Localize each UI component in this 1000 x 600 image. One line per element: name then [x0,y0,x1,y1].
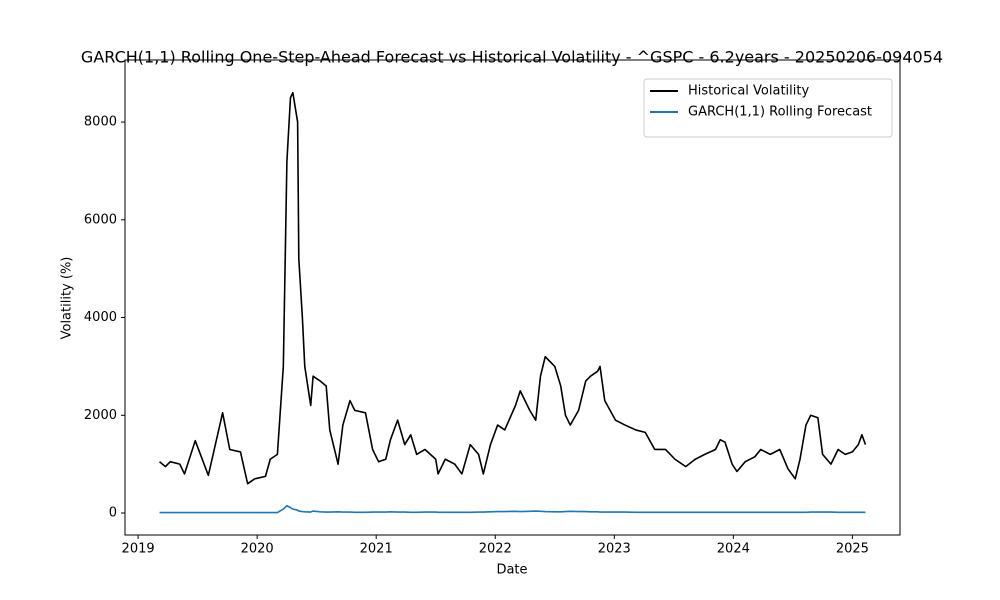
x-tick-label: 2019 [122,542,155,557]
legend-label: Historical Volatility [688,84,809,99]
legend-box [643,78,893,138]
legend-label: GARCH(1,1) Rolling Forecast [688,105,872,120]
chart-title: GARCH(1,1) Rolling One-Step-Ahead Foreca… [81,48,943,67]
y-tick-label: 6000 [84,212,117,227]
plot-frame [124,59,901,536]
series-line [159,504,866,514]
x-tick-label: 2024 [717,542,750,557]
x-tick-label: 2025 [836,542,869,557]
y-tick-label: 8000 [84,115,117,130]
x-tick-label: 2023 [598,542,631,557]
series-line [159,91,867,485]
x-tick-label: 2021 [360,542,393,557]
x-tick-label: 2022 [479,542,512,557]
y-axis-label: Volatility (%) [60,257,75,340]
y-tick-label: 0 [109,506,117,521]
x-tick-label: 2020 [241,542,274,557]
y-tick-label: 4000 [84,310,117,325]
x-axis-label: Date [496,563,527,578]
y-tick-label: 2000 [84,408,117,423]
legend: Historical Volatility GARCH(1,1) Rolling … [643,78,893,138]
